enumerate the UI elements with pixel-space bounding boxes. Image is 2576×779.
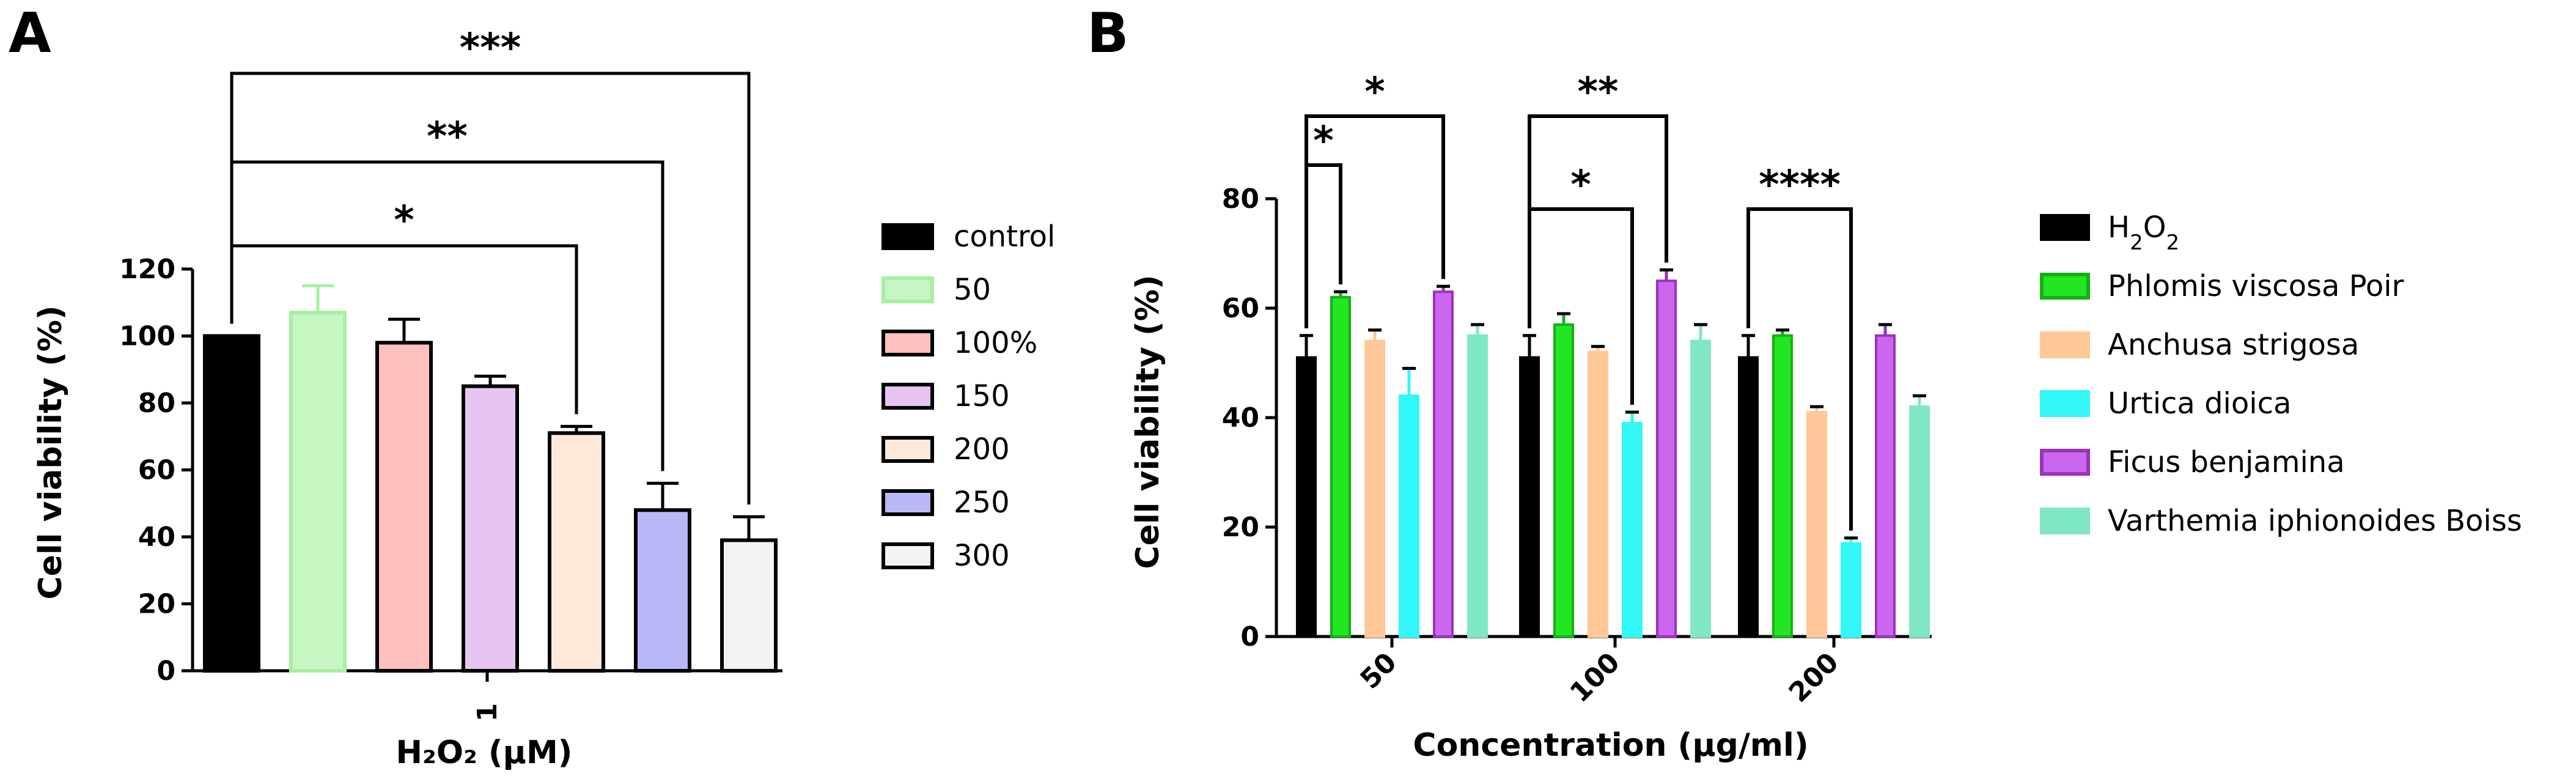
panel-b-significance-label: * — [1313, 119, 1333, 164]
panel-b-bar-ficus — [1433, 290, 1454, 638]
panel-b-bar-varthemia — [1690, 339, 1711, 638]
panel-a-bar-50 — [289, 311, 347, 673]
panel-a-legend-swatch — [881, 436, 934, 463]
panel-b-bar-anchusa — [1806, 411, 1827, 638]
panel-a-y-tick-label: 60 — [138, 455, 175, 486]
panel-a-bar-200 — [548, 431, 605, 673]
panel-a-x-tick-label: 1 — [472, 703, 503, 722]
panel-b-bar-anchusa — [1364, 339, 1385, 638]
panel-a-legend-label: 200 — [954, 432, 1010, 467]
panel-a-bar-250 — [634, 508, 691, 673]
panel-b-bar-urtica — [1841, 542, 1861, 638]
panel-b-bar-varthemia — [1909, 405, 1930, 638]
panel-b-bar-varthemia — [1467, 334, 1488, 638]
panel-a-y-tick-label: 120 — [119, 254, 175, 285]
panel-a-bar-control — [203, 334, 260, 673]
panel-b-bar-ficus — [1656, 279, 1677, 638]
panel-a-significance-label: *** — [460, 26, 521, 71]
panel-a-legend-swatch — [881, 330, 934, 356]
panel-a-legend-label: 150 — [954, 379, 1010, 413]
panel-b-significance-bracket — [1528, 114, 1668, 328]
panel-b-label: B — [1087, 1, 1129, 65]
panel-a-chart: 0204060801001201******control50100%15020… — [119, 26, 1055, 722]
panel-b-legend-swatch — [2040, 331, 2090, 358]
panel-a-y-tick-label: 0 — [156, 655, 175, 687]
panel-a-label: A — [9, 1, 51, 65]
panel-b-y-tick-label: 60 — [1222, 293, 1259, 324]
panel-b-legend-label: Phlomis viscosa Poir — [2108, 269, 2404, 303]
panel-b-legend-label: Varthemia iphionoides Boiss — [2108, 504, 2522, 538]
panel-a-bar-300 — [720, 538, 778, 673]
panel-a-legend-swatch — [881, 276, 934, 303]
panel-a-y-axis-title: Cell viability (%) — [32, 305, 69, 599]
panel-a-significance-label: * — [394, 198, 414, 243]
panel-a-bar-150 — [462, 384, 519, 673]
panel-a-significance-label: ** — [427, 114, 468, 160]
panel-b-y-axis-title: Cell viability (%) — [1130, 275, 1166, 569]
panel-a-legend-swatch — [881, 223, 934, 250]
panel-b-bar-phlomis — [1553, 323, 1574, 638]
panel-b-significance-label: ** — [1578, 70, 1619, 115]
panel-b-significance-bracket — [1305, 114, 1445, 328]
panel-b-x-tick-label: 100 — [1564, 647, 1626, 709]
panel-a-x-axis-title: H₂O₂ (µM) — [396, 734, 573, 771]
panel-a-y-tick-label: 40 — [138, 522, 175, 553]
panel-b-bar-h2o2 — [1296, 356, 1317, 638]
panel-b-y-tick-label: 0 — [1240, 621, 1259, 652]
panel-b-significance-bracket — [1528, 207, 1634, 405]
panel-b-legend-swatch — [2040, 273, 2090, 300]
panel-a-legend-label: control — [954, 220, 1055, 254]
panel-a-legend-swatch — [881, 489, 934, 516]
panel-b-bar-ficus — [1875, 334, 1896, 638]
panel-a-legend-label: 300 — [954, 539, 1010, 573]
panel-a-legend-label: 250 — [954, 485, 1010, 520]
panel-a-legend-label: 50 — [954, 273, 991, 307]
panel-b-significance-label: **** — [1759, 163, 1841, 208]
panel-b-bar-urtica — [1622, 421, 1643, 638]
panel-b-legend-label: H2O2 — [2108, 210, 2179, 255]
panel-a-y-tick-label: 20 — [138, 589, 175, 620]
panel-b-bar-h2o2 — [1519, 356, 1540, 638]
panel-b-x-tick-label: 50 — [1354, 647, 1402, 695]
panel-b-y-tick-label: 80 — [1222, 183, 1259, 215]
panel-b-x-axis-title: Concentration (µg/ml) — [1413, 727, 1808, 764]
panel-b-x-tick-label: 200 — [1783, 647, 1845, 709]
panel-b-bar-urtica — [1399, 394, 1419, 638]
panel-b-bar-phlomis — [1772, 334, 1793, 638]
panel-a-significance-bracket — [230, 72, 751, 505]
panel-a-legend-swatch — [881, 383, 934, 410]
panel-b-bar-phlomis — [1330, 296, 1351, 638]
panel-b-legend-swatch — [2040, 449, 2090, 476]
panel-b-bar-anchusa — [1588, 350, 1608, 638]
panel-a-y-tick-label: 80 — [138, 388, 175, 419]
panel-b-bar-h2o2 — [1738, 356, 1759, 638]
panel-b-legend-label: Urtica dioica — [2108, 386, 2291, 421]
panel-b-y-tick-label: 20 — [1222, 512, 1259, 543]
panel-b-legend-label: Anchusa strigosa — [2108, 328, 2359, 362]
panel-b-y-tick-label: 40 — [1222, 402, 1259, 434]
panel-b-legend-swatch — [2040, 508, 2090, 534]
panel-b-legend-swatch — [2040, 390, 2090, 417]
panel-b-significance-bracket — [1746, 207, 1853, 531]
panel-b-legend-swatch — [2040, 214, 2090, 241]
panel-a-bar-100 — [375, 341, 433, 673]
panel-b-significance-label: * — [1364, 70, 1385, 115]
panel-a-legend-label: 100% — [954, 326, 1037, 360]
panel-b-significance-label: * — [1570, 163, 1591, 208]
panel-a-y-tick-label: 100 — [119, 321, 175, 352]
panel-b-legend-label: Ficus benjamina — [2108, 445, 2345, 479]
panel-a-legend-swatch — [881, 542, 934, 569]
